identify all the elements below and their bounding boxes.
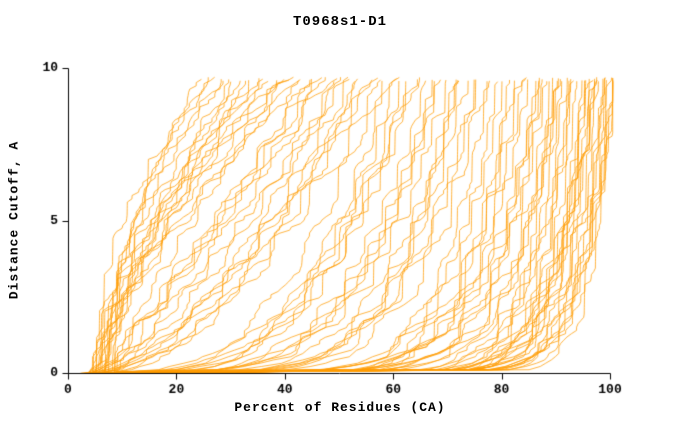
x-axis-label: Percent of Residues (CA) [234,400,446,415]
chart-title: T0968s1-D1 [292,14,387,30]
y-axis-label: Distance Cutoff, A [6,140,22,300]
